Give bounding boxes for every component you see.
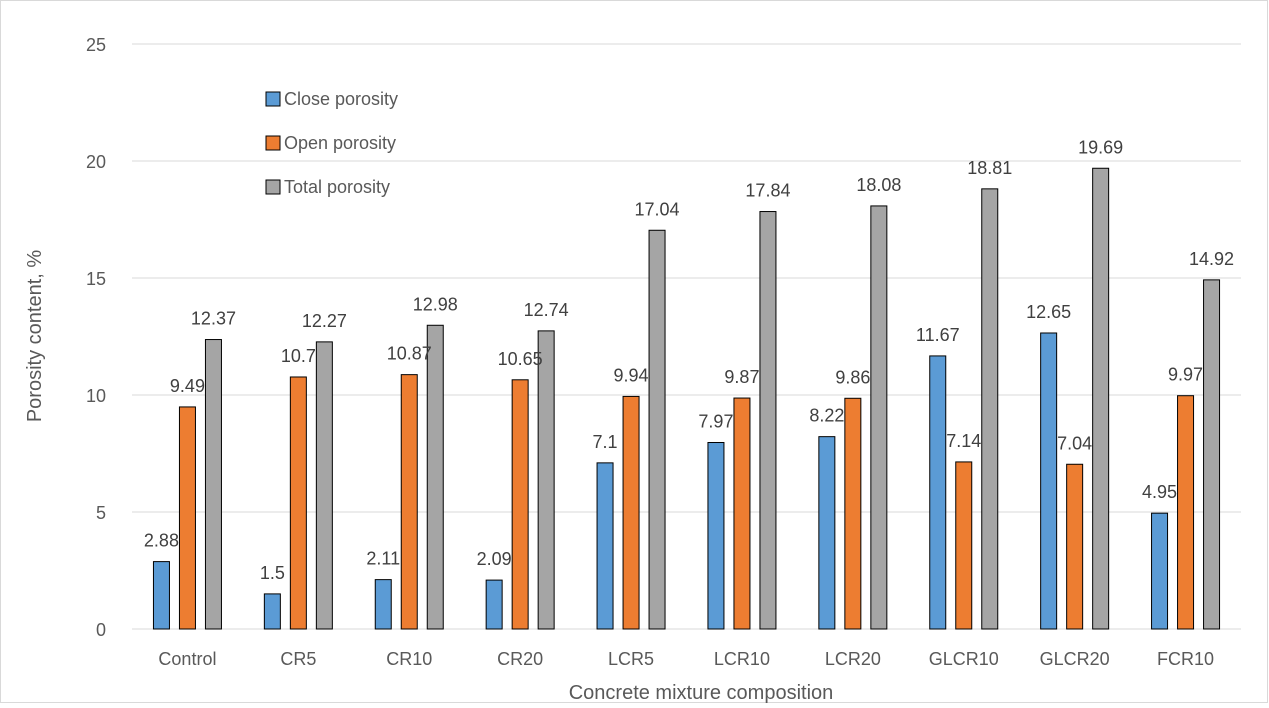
data-label: 19.69	[1078, 137, 1123, 157]
x-tick-label: CR20	[497, 649, 543, 669]
bar	[152, 561, 170, 630]
bar	[1203, 279, 1221, 630]
data-label: 12.27	[302, 311, 347, 331]
legend-label: Total porosity	[284, 177, 390, 197]
data-label: 9.49	[170, 376, 205, 396]
data-label: 11.67	[916, 325, 960, 345]
bar	[204, 339, 222, 630]
y-tick-label: 20	[86, 152, 106, 172]
x-tick-label: LCR5	[608, 649, 654, 669]
x-tick-label: FCR10	[1157, 649, 1214, 669]
data-label: 8.22	[809, 406, 844, 426]
data-label: 9.86	[835, 367, 870, 387]
x-tick-label: GLCR20	[1040, 649, 1110, 669]
bar	[844, 397, 862, 630]
data-label: 10.7	[281, 346, 316, 366]
bars	[152, 167, 1221, 630]
data-label: 18.08	[856, 175, 901, 195]
data-label: 7.04	[1057, 433, 1092, 453]
legend-label: Open porosity	[284, 133, 396, 153]
data-label: 10.87	[387, 344, 432, 364]
bar	[870, 205, 888, 630]
x-axis-title: Concrete mixture composition	[569, 682, 834, 703]
bar	[1066, 463, 1084, 630]
bar	[596, 462, 614, 630]
data-label: 1.5	[260, 563, 285, 583]
bar	[485, 579, 503, 630]
bar	[400, 374, 418, 630]
data-labels: 2.88 1.5 2.11 2.09 7.1 7.97 8.22 11.67 12.65 4.95…	[144, 137, 1234, 583]
data-label: 12.74	[524, 300, 569, 320]
data-label: 14.92	[1189, 249, 1234, 269]
bar	[622, 395, 640, 630]
bar	[981, 188, 999, 630]
data-label: 4.95	[1142, 482, 1177, 502]
bar	[537, 330, 555, 630]
legend-swatch	[265, 91, 281, 107]
data-label: 18.81	[967, 158, 1012, 178]
x-tick-label: GLCR10	[929, 649, 999, 669]
data-label: 9.94	[614, 365, 649, 385]
y-axis-title: Porosity content, %	[24, 250, 46, 423]
bar	[648, 229, 666, 630]
bar	[929, 355, 947, 630]
legend-label: Close porosity	[284, 89, 398, 109]
y-tick-label: 0	[96, 620, 106, 640]
bar	[707, 442, 725, 630]
bar	[1151, 512, 1169, 630]
bar	[818, 436, 836, 630]
legend: Close porosity Open porosity Total porosit…	[265, 89, 398, 197]
legend-swatch	[265, 135, 281, 151]
data-label: 9.97	[1168, 365, 1203, 385]
legend-swatch	[265, 179, 281, 195]
data-label: 7.97	[698, 412, 733, 432]
y-tick-label: 25	[86, 35, 106, 55]
bar	[178, 406, 196, 630]
bar	[1177, 395, 1195, 630]
bar	[511, 379, 529, 630]
data-label: 12.65	[1026, 302, 1071, 322]
bar	[1092, 167, 1110, 630]
bar	[1040, 332, 1058, 630]
y-tick-label: 5	[96, 503, 106, 523]
y-tick-label: 15	[86, 269, 106, 289]
bar	[263, 593, 281, 630]
x-tick-label: LCR10	[714, 649, 770, 669]
data-label: 2.09	[477, 549, 512, 569]
data-label: 2.11	[366, 549, 400, 569]
bar	[289, 376, 307, 630]
x-tick-label: LCR20	[825, 649, 881, 669]
x-tick-label: Control	[158, 649, 216, 669]
data-label: 7.14	[946, 431, 981, 451]
data-label: 2.88	[144, 531, 179, 551]
bar	[733, 397, 751, 630]
bar	[315, 341, 333, 630]
bar	[955, 461, 973, 630]
data-label: 10.65	[498, 349, 543, 369]
data-label: 7.1	[593, 432, 618, 452]
bar	[374, 579, 392, 630]
data-label: 9.87	[724, 367, 759, 387]
data-label: 12.37	[191, 309, 236, 329]
data-label: 12.98	[413, 294, 458, 314]
y-tick-label: 10	[86, 386, 106, 406]
x-tick-label: CR5	[280, 649, 316, 669]
data-label: 17.84	[745, 181, 790, 201]
data-label: 17.04	[635, 199, 680, 219]
x-tick-label: CR10	[386, 649, 432, 669]
bar	[759, 211, 777, 630]
bar	[426, 324, 444, 630]
